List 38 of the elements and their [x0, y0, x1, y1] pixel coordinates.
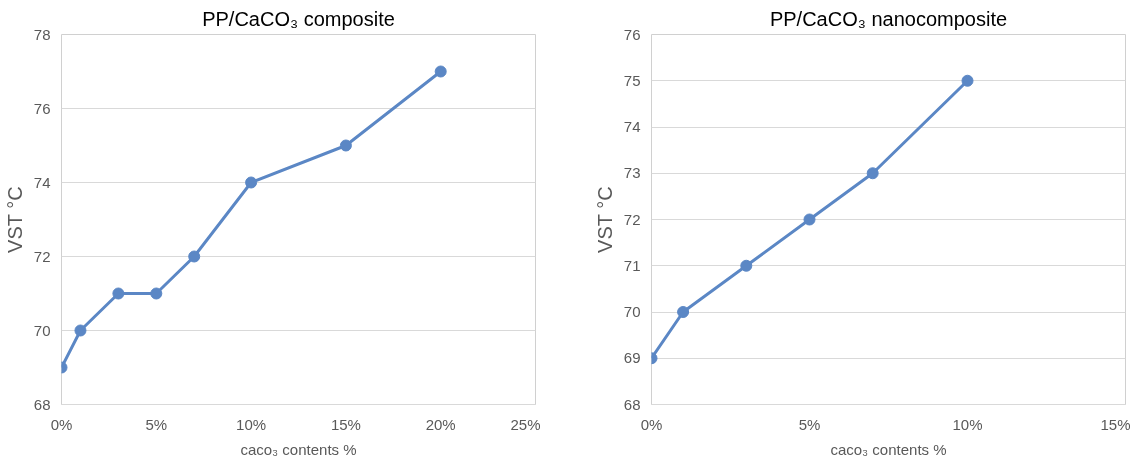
x-axis-title: caco₃ contents %: [830, 440, 947, 458]
y-tick-label: 73: [623, 164, 641, 182]
y-tick-label: 76: [33, 99, 51, 117]
y-tick-label: 70: [33, 321, 51, 339]
y-axis-title: VST °C: [593, 186, 616, 253]
y-tick-label: 76: [623, 25, 641, 43]
point: [74, 324, 87, 337]
x-tick-label: 25%: [510, 415, 541, 433]
x-axis-title: caco₃ contents %: [240, 440, 357, 458]
y-tick-label: 75: [623, 71, 641, 89]
x-tick-label: 15%: [1100, 415, 1131, 433]
x-tick-label: 5%: [798, 415, 821, 433]
y-tick-label: 74: [623, 118, 641, 135]
y-tick-label: 71: [623, 256, 641, 274]
chart-title: PP/CaCO₃ composite: [202, 7, 395, 30]
point: [112, 287, 125, 300]
x-tick-label: 0%: [640, 415, 663, 433]
x-tick-label: 5%: [145, 415, 168, 433]
y-tick-label: 69: [623, 349, 641, 367]
y-tick-label: 68: [33, 395, 51, 413]
x-tick-label: 15%: [330, 415, 361, 433]
y-tick-label: 68: [623, 395, 641, 413]
point: [150, 287, 163, 300]
y-tick-label: 72: [33, 247, 51, 265]
x-tick-label: 0%: [50, 415, 73, 433]
x-tick-label: 20%: [425, 415, 456, 433]
y-axis-title: VST °C: [3, 186, 26, 253]
point: [245, 176, 258, 189]
y-tick-label: 72: [623, 210, 641, 228]
chart-title: PP/CaCO₃ nanocomposite: [769, 7, 1008, 30]
point: [339, 139, 352, 152]
y-tick-label: 70: [623, 303, 641, 320]
x-tick-label: 10%: [952, 415, 983, 433]
y-tick-label: 74: [33, 173, 51, 191]
point: [188, 250, 201, 263]
x-tick-label: 10%: [236, 415, 267, 433]
y-tick-label: 78: [33, 25, 51, 43]
point: [434, 65, 447, 78]
